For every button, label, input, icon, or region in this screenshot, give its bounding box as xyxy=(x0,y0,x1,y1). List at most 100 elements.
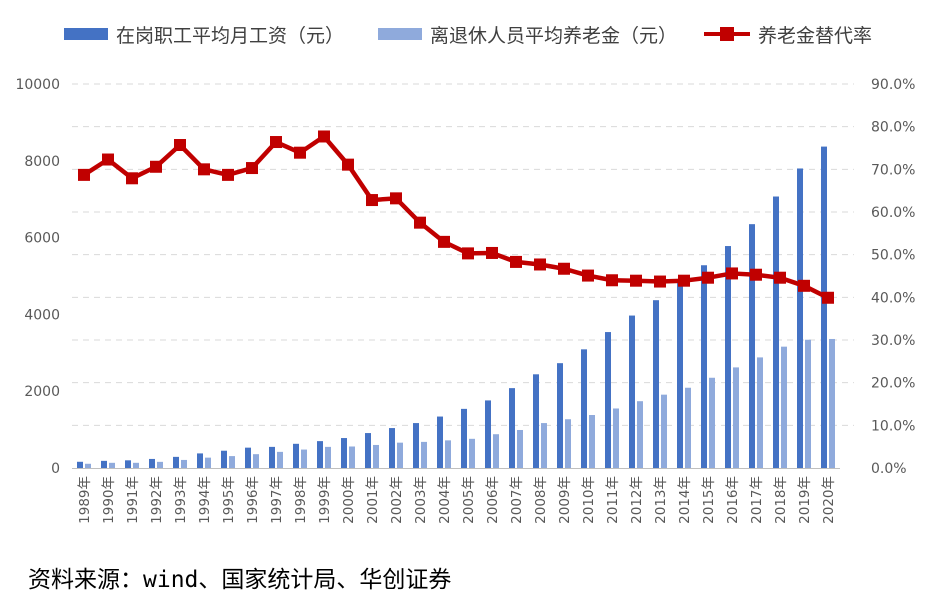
x-tick-label: 1993年 xyxy=(173,476,189,524)
marker-rate xyxy=(726,267,738,280)
bar-pension xyxy=(565,419,571,468)
bar-wage xyxy=(749,224,755,468)
legend-label-wage: 在岗职工平均月工资（元） xyxy=(116,24,345,47)
marker-rate xyxy=(534,258,546,271)
bar-wage xyxy=(653,300,659,468)
x-tick-label: 2013年 xyxy=(653,476,669,524)
y-right-tick-label: 60.0% xyxy=(871,205,915,221)
x-tick-label: 1998年 xyxy=(293,476,309,524)
bar-wage xyxy=(557,363,563,468)
marker-rate xyxy=(270,136,282,149)
bar-pension xyxy=(421,441,427,468)
bar-wage xyxy=(173,456,179,468)
marker-rate xyxy=(246,162,258,175)
bar-wage xyxy=(629,315,635,468)
bar-wage xyxy=(725,246,731,468)
y-right-tick-label: 80.0% xyxy=(871,120,915,136)
bar-pension xyxy=(637,401,643,468)
x-tick-label: 1990年 xyxy=(101,476,117,524)
y-right-tick-label: 70.0% xyxy=(871,162,915,178)
x-tick-label: 2007年 xyxy=(509,476,525,524)
bar-wage xyxy=(533,374,539,468)
x-tick-label: 2016年 xyxy=(725,476,741,524)
marker-rate xyxy=(462,247,474,260)
bar-pension xyxy=(469,438,475,468)
x-tick-label: 2001年 xyxy=(365,476,381,524)
marker-rate xyxy=(438,235,450,248)
y-axis-left: 0 2000 4000 6000 8000 10000 xyxy=(15,77,60,477)
bar-wage xyxy=(197,453,203,468)
bar-pension xyxy=(181,459,187,468)
bar-wage xyxy=(389,428,395,468)
bar-pension xyxy=(709,377,715,468)
x-tick-label: 2006年 xyxy=(485,476,501,524)
line-layer xyxy=(78,130,834,304)
bar-wage xyxy=(821,146,827,469)
bar-wage xyxy=(341,438,347,468)
marker-rate xyxy=(414,216,426,229)
x-tick-label: 1991年 xyxy=(125,476,141,524)
bar-wage xyxy=(797,168,803,469)
bar-wage xyxy=(485,400,491,468)
bar-pension xyxy=(517,429,523,468)
bar-pension xyxy=(397,442,403,468)
bar-wage xyxy=(101,460,107,468)
y-right-tick-label: 20.0% xyxy=(871,376,915,392)
bar-wage xyxy=(77,461,83,468)
marker-rate xyxy=(198,163,210,176)
bar-pension xyxy=(541,423,547,468)
marker-rate xyxy=(78,168,90,181)
bar-layer xyxy=(77,146,835,469)
marker-rate xyxy=(366,194,378,207)
marker-rate xyxy=(342,158,354,171)
marker-rate xyxy=(750,268,762,281)
y-axis-right: 0.0% 10.0% 20.0% 30.0% 40.0% 50.0% 60.0% 70.0% 8… xyxy=(871,77,915,477)
bar-wage xyxy=(581,349,587,468)
y-left-tick-label: 2000 xyxy=(24,384,60,400)
bar-pension xyxy=(805,339,811,468)
legend-swatch-rate xyxy=(704,27,750,41)
bar-pension xyxy=(589,415,595,468)
x-axis: 1989年 1990年 1991年 1992年 1993年 1994年 1995年 1996年… xyxy=(77,476,837,524)
legend-label-pension: 离退休人员平均养老金（元） xyxy=(430,24,678,47)
bar-pension xyxy=(733,367,739,468)
legend-swatch-pension xyxy=(378,28,422,40)
x-tick-label: 2019年 xyxy=(797,476,813,524)
source-note: 资料来源：wind、国家统计局、华创证券 xyxy=(28,567,452,593)
x-tick-label: 2002年 xyxy=(389,476,405,524)
marker-rate xyxy=(294,146,306,159)
y-right-tick-label: 30.0% xyxy=(871,333,915,349)
bar-pension xyxy=(205,457,211,468)
y-right-tick-label: 10.0% xyxy=(871,418,915,434)
x-tick-label: 2005年 xyxy=(461,476,477,524)
x-tick-label: 2018年 xyxy=(773,476,789,524)
bar-pension xyxy=(685,387,691,468)
bar-pension xyxy=(757,357,763,468)
y-left-tick-label: 4000 xyxy=(24,307,60,323)
legend-label-rate: 养老金替代率 xyxy=(758,24,873,47)
x-tick-label: 1994年 xyxy=(197,476,213,524)
x-tick-label: 2015年 xyxy=(701,476,717,524)
x-tick-label: 2020年 xyxy=(821,476,837,524)
marker-rate xyxy=(702,271,714,284)
x-tick-label: 1999年 xyxy=(317,476,333,524)
x-tick-label: 1989年 xyxy=(77,476,93,524)
bar-pension xyxy=(301,449,307,468)
bar-pension xyxy=(445,440,451,468)
x-tick-label: 2012年 xyxy=(629,476,645,524)
marker-rate xyxy=(486,246,498,259)
y-left-tick-label: 0 xyxy=(51,461,60,477)
legend-item-pension: 离退休人员平均养老金（元） xyxy=(378,20,677,48)
bar-pension xyxy=(613,408,619,468)
bar-pension xyxy=(493,434,499,468)
bar-wage xyxy=(605,332,611,468)
bar-pension xyxy=(781,346,787,468)
marker-rate xyxy=(558,262,570,275)
y-left-tick-label: 6000 xyxy=(24,231,60,247)
bar-wage xyxy=(701,265,707,468)
bar-wage xyxy=(773,196,779,468)
x-tick-label: 2011年 xyxy=(605,476,621,524)
x-tick-label: 2000年 xyxy=(341,476,357,524)
bar-pension xyxy=(277,451,283,468)
bar-pension xyxy=(325,446,331,468)
